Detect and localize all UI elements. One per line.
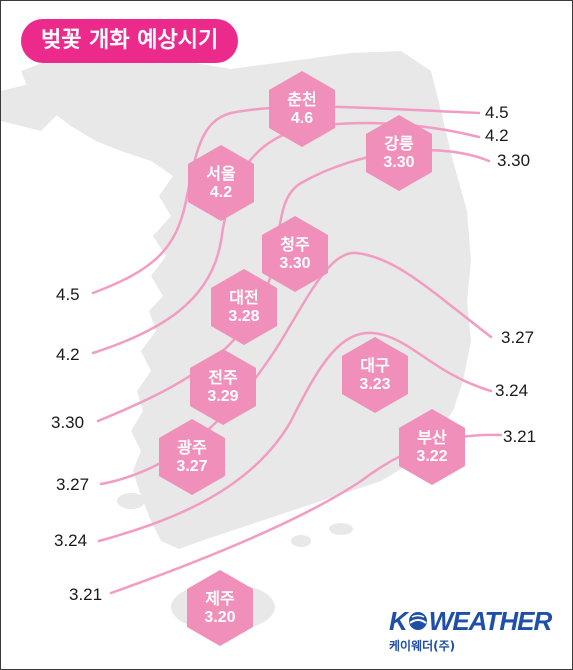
city-name: 제주	[205, 589, 235, 608]
isoline-3-24	[97, 331, 493, 543]
city-bloom-date: 4.2	[209, 184, 233, 201]
isoline-label-left: 3.24	[54, 531, 88, 550]
kweather-logo: K WEATHER 케이웨더(주)	[389, 606, 553, 654]
city-name: 대구	[360, 356, 390, 375]
city-bloom-date: 4.6	[290, 110, 314, 127]
logo-text-left: K	[389, 606, 408, 636]
isoline-label-left: 3.30	[51, 413, 85, 432]
city-bloom-date: 3.29	[207, 388, 239, 405]
globe-icon	[408, 612, 427, 630]
hexagon-icon	[342, 337, 408, 413]
city-name: 부산	[417, 428, 447, 447]
land-island-3	[329, 523, 353, 535]
city-name: 청주	[280, 235, 310, 254]
land-island-1	[117, 493, 145, 509]
city-bloom-date: 3.22	[416, 448, 448, 465]
city-name: 춘천	[287, 90, 317, 109]
land-island-2	[291, 535, 311, 547]
city-marker-jeju: 제주 3.20	[187, 570, 253, 646]
city-marker-chuncheon: 춘천 4.6	[269, 71, 335, 147]
city-marker-daejeon: 대전 3.28	[211, 269, 277, 345]
logo-subtitle: 케이웨더(주)	[389, 639, 456, 653]
city-marker-daegu: 대구 3.23	[342, 337, 408, 413]
isoline-label-right: 3.21	[503, 427, 537, 446]
land-north-coast	[1, 81, 71, 131]
hexagon-icon	[366, 115, 432, 191]
hexagon-icon	[399, 409, 465, 485]
city-bloom-date: 3.20	[204, 609, 236, 626]
isoline-label-left: 4.2	[56, 345, 80, 364]
city-bloom-date: 3.23	[359, 376, 391, 393]
hexagon-icon	[188, 145, 254, 221]
hexagon-icon	[262, 216, 328, 292]
hexagon-icon	[211, 269, 277, 345]
page-title: 벚꽃 개화 예상시기	[21, 19, 239, 63]
hexagon-icon	[190, 349, 256, 425]
city-name: 전주	[208, 368, 238, 387]
city-name: 광주	[177, 438, 207, 457]
city-bloom-date: 3.28	[228, 308, 260, 325]
hexagon-icon	[187, 570, 253, 646]
isoline-label-right: 4.2	[485, 126, 509, 145]
city-bloom-date: 3.30	[279, 255, 311, 272]
isoline-label-right: 4.5	[485, 103, 509, 122]
city-bloom-date: 3.30	[383, 154, 415, 171]
isoline-4-5	[91, 105, 481, 295]
isoline-label-left: 3.27	[56, 475, 90, 494]
isoline-label-left: 4.5	[56, 285, 80, 304]
hexagon-icon	[269, 71, 335, 147]
city-marker-cheongju: 청주 3.30	[262, 216, 328, 292]
city-marker-jeonju: 전주 3.29	[190, 349, 256, 425]
hexagon-icon	[159, 419, 225, 495]
city-name: 강릉	[384, 134, 414, 153]
city-name: 대전	[229, 288, 259, 307]
isoline-label-right: 3.24	[495, 381, 529, 400]
isoline-label-left: 3.21	[69, 585, 103, 604]
isoline-label-right: 3.27	[501, 328, 535, 347]
city-bloom-date: 3.27	[176, 458, 208, 475]
isoline-label-right: 3.30	[497, 151, 531, 170]
logo-text-right: WEATHER	[428, 606, 553, 636]
city-name: 서울	[206, 164, 236, 183]
city-marker-busan: 부산 3.22	[399, 409, 465, 485]
city-marker-gangneung: 강릉 3.30	[366, 115, 432, 191]
city-marker-gwangju: 광주 3.27	[159, 419, 225, 495]
city-marker-seoul: 서울 4.2	[188, 145, 254, 221]
